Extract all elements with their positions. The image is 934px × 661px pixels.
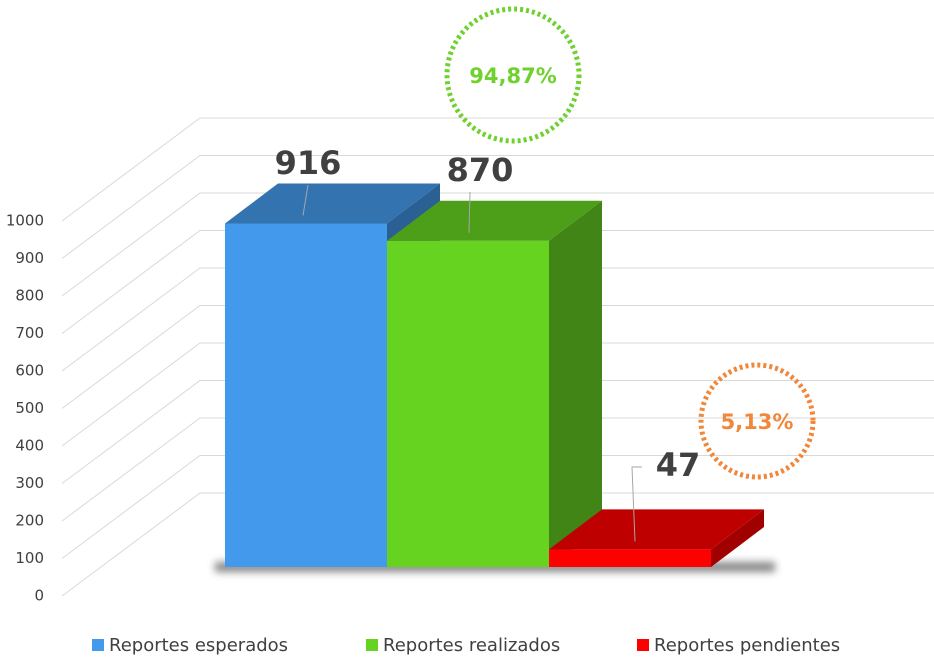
- annotation-circle: [444, 6, 582, 144]
- grid-line: [61, 155, 934, 259]
- bar-front: [387, 240, 549, 567]
- data-label: 47: [656, 446, 701, 484]
- grid-line: [61, 492, 934, 597]
- y-tick-label: 1000: [6, 212, 44, 230]
- grid-line: [61, 230, 934, 334]
- y-tick-label: 800: [15, 287, 44, 305]
- data-label: 916: [275, 144, 342, 182]
- legend-swatch: [637, 639, 649, 651]
- legend-label: Reportes pendientes: [654, 635, 840, 656]
- bar-top: [549, 509, 764, 550]
- grid-line: [61, 417, 934, 522]
- y-tick-label: 900: [15, 249, 44, 267]
- legend-swatch: [366, 639, 378, 651]
- leader-line: [631, 466, 642, 542]
- bar-front: [549, 549, 711, 567]
- legend-swatch: [92, 639, 104, 651]
- data-label: 870: [447, 151, 514, 189]
- grid-line: [61, 380, 934, 484]
- grid-line: [61, 305, 934, 409]
- grid-line: [61, 192, 934, 297]
- y-tick-label: 100: [15, 549, 44, 567]
- legend-label: Reportes realizados: [383, 635, 560, 656]
- y-tick-label: 500: [15, 399, 44, 417]
- y-tick-label: 400: [15, 437, 44, 455]
- leader-line: [468, 191, 471, 233]
- bar-top: [387, 200, 602, 241]
- grid-line: [61, 117, 934, 222]
- grid-line: [61, 342, 934, 447]
- y-tick-label: 700: [15, 324, 44, 342]
- grid-line: [61, 267, 934, 372]
- bar-front: [225, 223, 387, 567]
- leader-line: [302, 184, 309, 216]
- legend-label: Reportes esperados: [109, 635, 288, 656]
- grid-line: [61, 455, 934, 559]
- bar-top: [225, 183, 440, 224]
- annotation-text: 5,13%: [721, 410, 794, 434]
- y-tick-label: 0: [34, 587, 44, 605]
- annotation-circle: [698, 362, 816, 480]
- annotation-text: 94,87%: [469, 64, 556, 88]
- y-tick-label: 600: [15, 362, 44, 380]
- bar-side: [711, 509, 764, 567]
- y-tick-label: 200: [15, 512, 44, 530]
- y-tick-label: 300: [15, 474, 44, 492]
- bar-side: [549, 200, 602, 567]
